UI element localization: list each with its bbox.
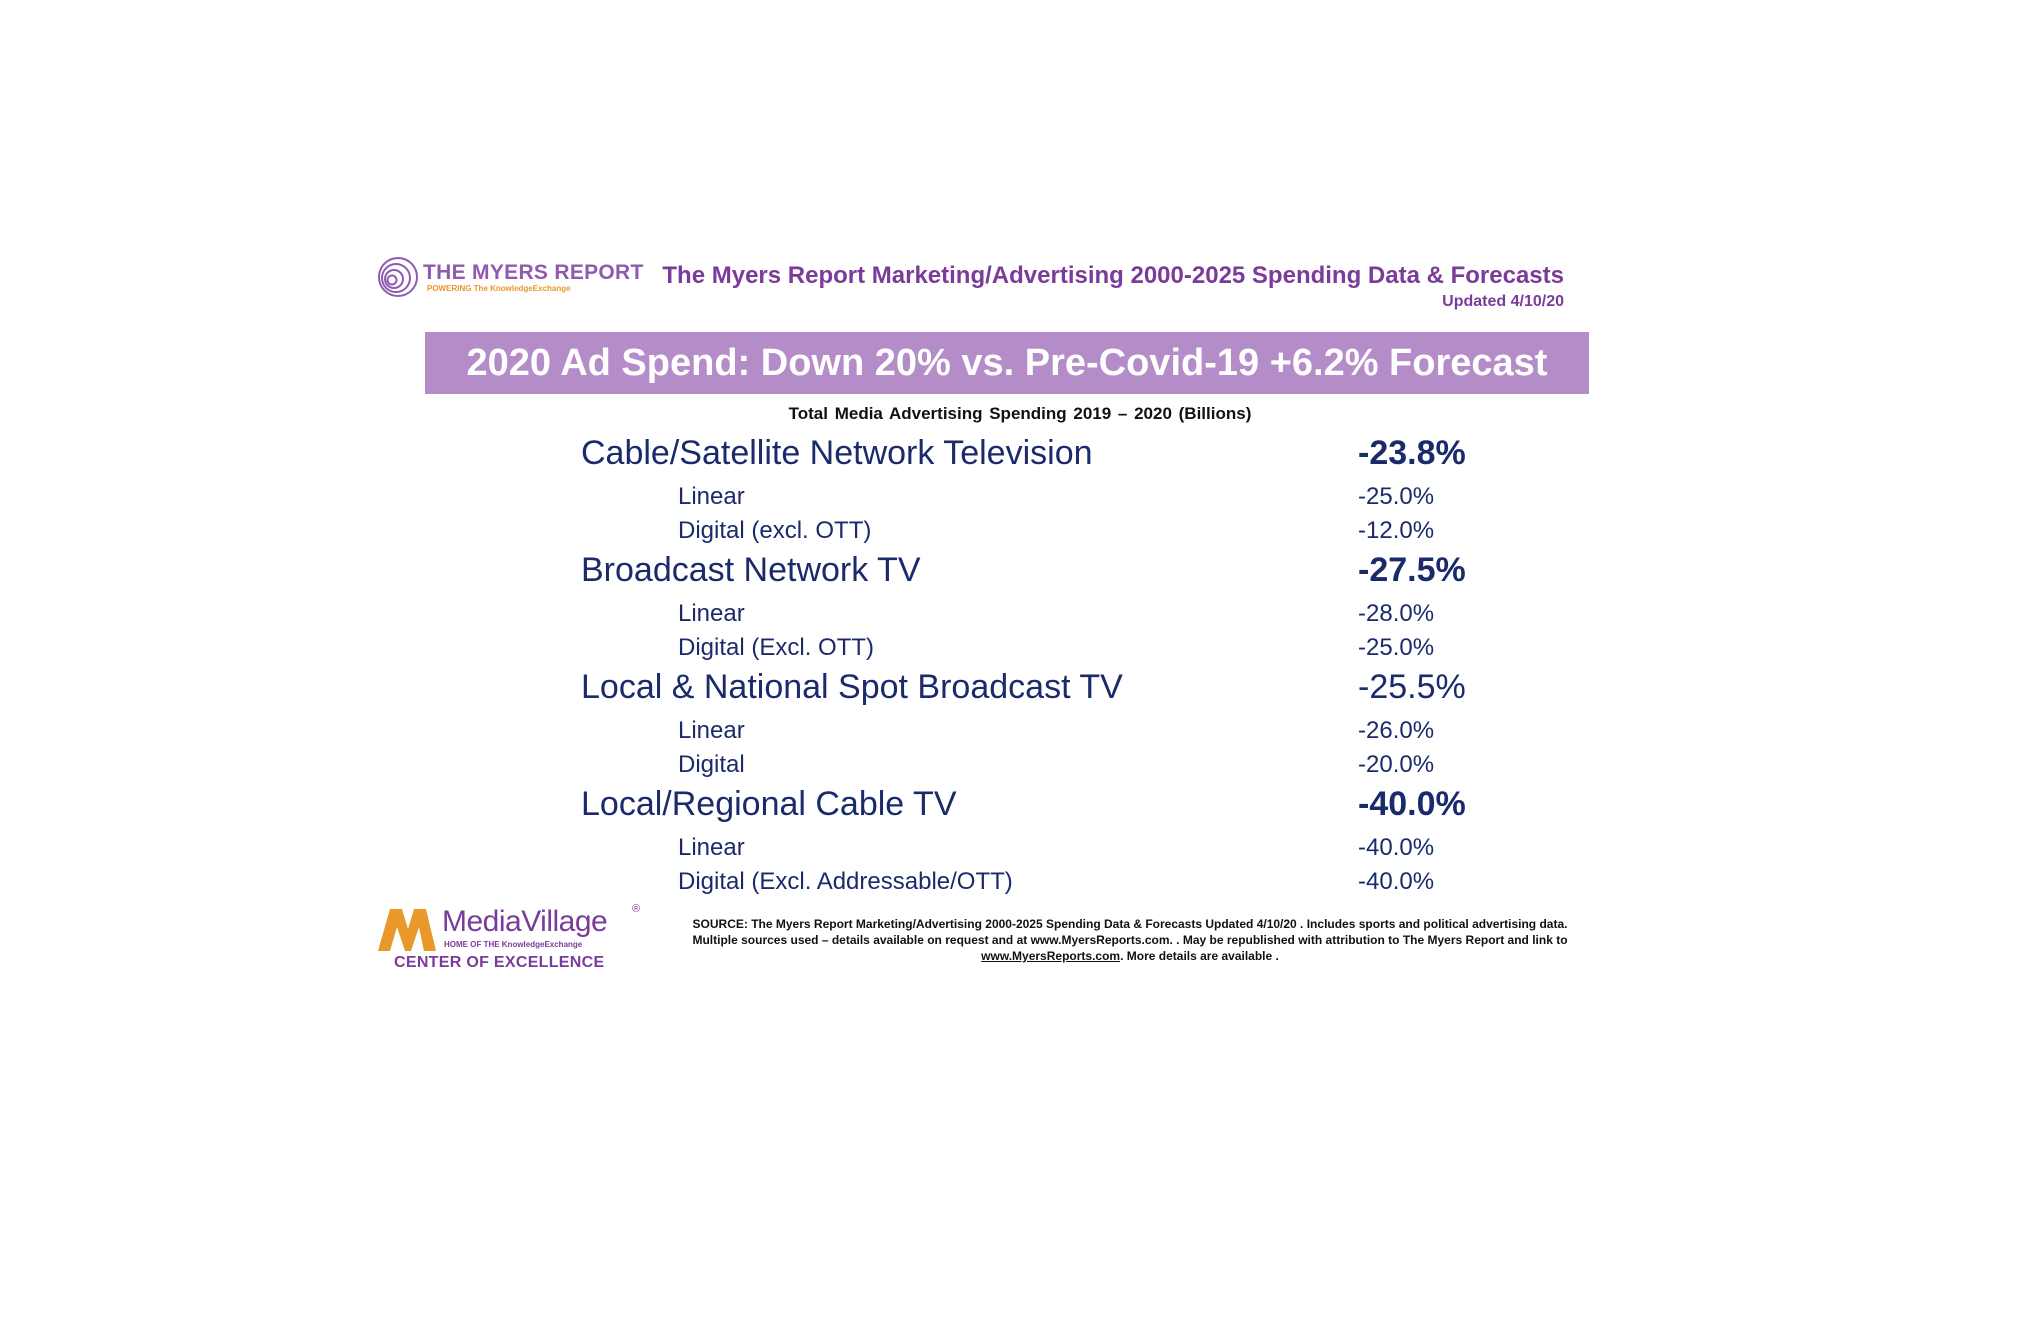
row-label: Broadcast Network TV	[581, 551, 921, 589]
row-label: Digital (Excl. OTT)	[678, 634, 875, 661]
row-value: -40.0%	[1358, 785, 1466, 823]
row-label: Local/Regional Cable TV	[581, 785, 957, 823]
row-label: Linear	[678, 717, 745, 744]
source-line-3-tail: . More details are available .	[1120, 949, 1279, 963]
table-row: Digital (excl. OTT) -12.0%	[0, 517, 2040, 551]
row-label: Linear	[678, 834, 745, 861]
row-label: Linear	[678, 483, 745, 510]
myers-logo-name: THE MYERS REPORT	[423, 260, 644, 284]
row-value: -40.0%	[1358, 834, 1435, 861]
row-value: -25.0%	[1358, 634, 1435, 661]
row-label: Local & National Spot Broadcast TV	[581, 668, 1123, 706]
table-row: Linear -28.0%	[0, 600, 2040, 634]
registered-mark: ®	[632, 903, 641, 915]
mediavillage-m-icon	[378, 909, 436, 951]
row-label: Digital	[678, 751, 745, 778]
row-value: -12.0%	[1358, 517, 1435, 544]
myers-reports-link[interactable]: www.MyersReports.com	[981, 949, 1121, 963]
row-value: -26.0%	[1358, 717, 1435, 744]
row-value: -25.5%	[1358, 668, 1466, 706]
table-row: Linear -40.0%	[0, 834, 2040, 868]
row-label: Digital (excl. OTT)	[678, 517, 872, 544]
mediavillage-name: MediaVillage	[442, 905, 608, 938]
row-label: Digital (Excl. Addressable/OTT)	[678, 868, 1013, 895]
table-row: Digital -20.0%	[0, 751, 2040, 785]
report-updated-date: Updated 4/10/20	[1442, 293, 1564, 310]
headline-banner: 2020 Ad Spend: Down 20% vs. Pre-Covid-19…	[425, 332, 1589, 394]
mediavillage-logo: MediaVillage ® HOME OF THE KnowledgeExch…	[378, 903, 648, 973]
center-of-excellence-label: CENTER OF EXCELLENCE	[394, 954, 605, 971]
table-row: Digital (Excl. OTT) -25.0%	[0, 634, 2040, 668]
mediavillage-tagline: HOME OF THE KnowledgeExchange	[444, 940, 583, 949]
row-value: -25.0%	[1358, 483, 1435, 510]
source-line-3: www.MyersReports.com. More details are a…	[640, 948, 1620, 964]
concentric-circles-icon	[378, 257, 418, 297]
row-value: -28.0%	[1358, 600, 1435, 627]
source-line-2: Multiple sources used – details availabl…	[692, 933, 1568, 947]
source-line-1: SOURCE: The Myers Report Marketing/Adver…	[692, 917, 1568, 931]
row-value: -23.8%	[1358, 434, 1466, 472]
row-label: Linear	[678, 600, 745, 627]
row-value: -20.0%	[1358, 751, 1435, 778]
table-row: Local & National Spot Broadcast TV -25.5…	[0, 668, 2040, 706]
table-subtitle: Total Media Advertising Spending 2019 – …	[788, 404, 1252, 423]
source-note: SOURCE: The Myers Report Marketing/Adver…	[640, 916, 1620, 964]
table-row: Cable/Satellite Network Television -23.8…	[0, 434, 2040, 472]
report-title: The Myers Report Marketing/Advertising 2…	[662, 262, 1564, 289]
myers-report-logo: THE MYERS REPORT POWERING The KnowledgeE…	[377, 256, 644, 298]
table-row: Digital (Excl. Addressable/OTT) -40.0%	[0, 868, 2040, 902]
row-label: Cable/Satellite Network Television	[581, 434, 1093, 472]
row-value: -40.0%	[1358, 868, 1435, 895]
table-row: Local/Regional Cable TV -40.0%	[0, 785, 2040, 823]
table-row: Broadcast Network TV -27.5%	[0, 551, 2040, 589]
table-row: Linear -25.0%	[0, 483, 2040, 517]
table-row: Linear -26.0%	[0, 717, 2040, 751]
myers-logo-tagline: POWERING The KnowledgeExchange	[427, 283, 571, 293]
row-value: -27.5%	[1358, 551, 1466, 589]
